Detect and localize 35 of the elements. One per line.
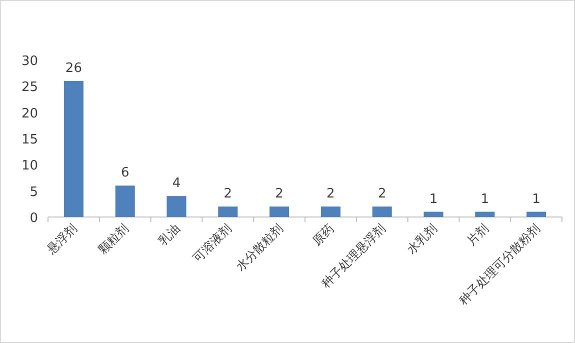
x-tick-label: 片剂 bbox=[464, 221, 492, 248]
x-tick-label: 悬浮剂 bbox=[44, 221, 80, 258]
bar bbox=[166, 196, 186, 217]
y-tick-label: 0 bbox=[30, 211, 38, 226]
y-tick-label: 20 bbox=[21, 106, 38, 122]
data-label: 1 bbox=[532, 192, 540, 207]
y-tick-label: 25 bbox=[21, 80, 38, 96]
y-tick-label: 5 bbox=[30, 184, 38, 200]
data-label: 2 bbox=[275, 186, 284, 202]
x-tick-label: 原药 bbox=[310, 221, 337, 248]
data-label: 6 bbox=[120, 166, 130, 181]
x-tick-label: 可溶液剂 bbox=[190, 221, 234, 266]
data-label: 26 bbox=[65, 60, 82, 76]
x-tick-label: 乳油 bbox=[156, 221, 183, 248]
data-label: 2 bbox=[224, 186, 232, 202]
y-tick-label: 10 bbox=[21, 158, 38, 174]
data-label: 1 bbox=[429, 192, 438, 207]
data-label: 1 bbox=[480, 192, 490, 207]
data-label: 2 bbox=[326, 186, 335, 202]
bar bbox=[64, 80, 84, 217]
bar bbox=[526, 212, 546, 217]
bar bbox=[115, 186, 135, 217]
bar bbox=[372, 206, 392, 217]
bar bbox=[218, 206, 238, 217]
data-label: 4 bbox=[172, 176, 181, 192]
x-tick-label: 水乳剂 bbox=[404, 221, 440, 257]
bar bbox=[475, 212, 495, 217]
bar bbox=[320, 206, 340, 217]
x-tick-label: 水分散粒剂 bbox=[233, 221, 286, 274]
bar bbox=[270, 206, 290, 217]
y-tick-label: 30 bbox=[21, 54, 38, 69]
x-tick-label: 颗粒剂 bbox=[96, 221, 132, 257]
bar bbox=[424, 212, 444, 217]
y-tick-label: 15 bbox=[21, 132, 38, 148]
data-label: 2 bbox=[378, 186, 386, 202]
